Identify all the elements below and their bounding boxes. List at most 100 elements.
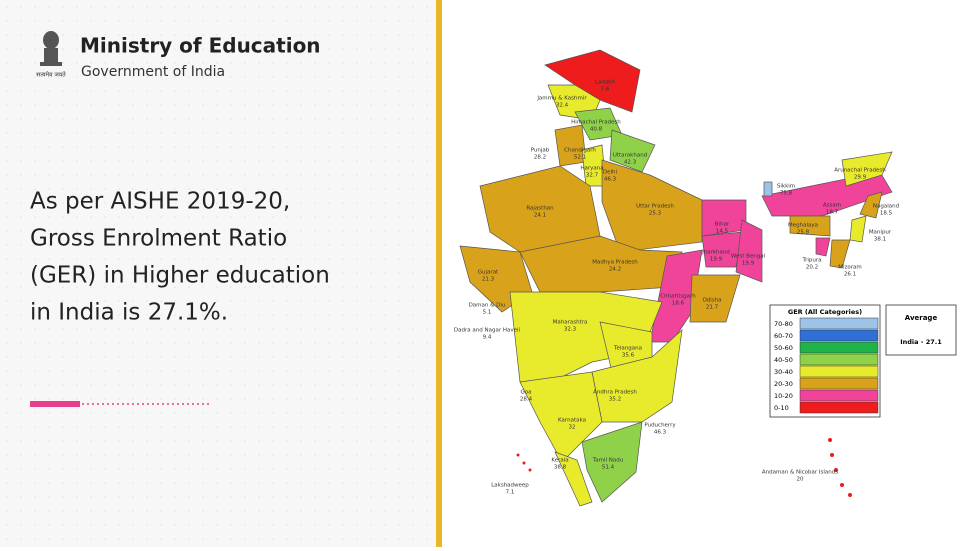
region bbox=[609, 129, 656, 173]
state-ger: 38.1 bbox=[874, 237, 886, 243]
region bbox=[601, 159, 703, 253]
region bbox=[554, 451, 593, 507]
region bbox=[815, 237, 831, 257]
state-ger: 38.8 bbox=[554, 465, 567, 471]
state-ger: 5.1 bbox=[483, 310, 492, 316]
islands bbox=[516, 438, 852, 497]
dot-texture bbox=[0, 0, 436, 547]
legend-label: 0-10 bbox=[774, 404, 789, 412]
legend-label: 70-80 bbox=[774, 320, 793, 328]
state-ger: 46.3 bbox=[654, 430, 667, 436]
state-ger: 51.4 bbox=[602, 465, 615, 471]
state-name: Jharkhand bbox=[701, 250, 730, 256]
state-name: Manipur bbox=[869, 230, 892, 236]
state-ger: 18.6 bbox=[672, 301, 685, 307]
state-name: Nagaland bbox=[873, 204, 899, 210]
legend-title: GER (All Categories) bbox=[788, 308, 862, 316]
state-name: Uttarakhand bbox=[613, 153, 647, 159]
state-ger: 7.6 bbox=[601, 87, 610, 93]
legend-swatch bbox=[799, 353, 879, 366]
region bbox=[701, 231, 743, 268]
statement-line: Gross Enrolment Ratio bbox=[30, 226, 287, 252]
average-value: India - 27.1 bbox=[900, 338, 942, 346]
state-name: Goa bbox=[521, 390, 532, 396]
state-name: Tripura bbox=[802, 258, 822, 264]
state-ger: 26.1 bbox=[844, 272, 856, 278]
state-ger: 20.2 bbox=[806, 265, 818, 271]
average-box bbox=[885, 304, 957, 356]
region bbox=[849, 215, 867, 243]
statement: As per AISHE 2019-20, Gross Enrolment Rat… bbox=[30, 189, 330, 326]
header-subtitle: Government of India bbox=[81, 64, 225, 80]
legend-label: 40-50 bbox=[774, 356, 793, 364]
state-name: Himachal Pradesh bbox=[571, 120, 621, 126]
state-name: Karnataka bbox=[558, 418, 586, 424]
state-name: Odisha bbox=[702, 298, 721, 304]
legend-label: 60-70 bbox=[774, 332, 793, 340]
state-ger: 24.2 bbox=[609, 267, 621, 273]
legend-swatch bbox=[799, 317, 879, 330]
legend-swatch bbox=[799, 341, 879, 354]
state-name: Assam bbox=[823, 203, 841, 209]
state-name: Haryana bbox=[580, 166, 603, 172]
state-name: Andhra Pradesh bbox=[593, 390, 637, 396]
state-ger: 35.2 bbox=[609, 397, 621, 403]
legend-swatch bbox=[799, 401, 879, 414]
state-name: Jammu & Kashmir bbox=[536, 96, 587, 102]
state-name: Puducherry bbox=[644, 423, 676, 429]
legend-swatch bbox=[799, 389, 879, 402]
state-ger: 40.8 bbox=[590, 127, 603, 133]
india-map bbox=[459, 49, 893, 507]
state-name: Telangana bbox=[613, 346, 642, 352]
region bbox=[859, 191, 883, 219]
statement-line: As per AISHE 2019-20, bbox=[30, 189, 290, 215]
state-ger: 18.7 bbox=[826, 210, 839, 216]
state-name: Gujarat bbox=[478, 270, 499, 276]
region bbox=[581, 421, 643, 503]
state-name: Tamil Nadu bbox=[592, 458, 623, 464]
state-ger: 28.4 bbox=[520, 397, 533, 403]
state-name: Daman & Diu bbox=[469, 303, 506, 309]
state-ger: 29.9 bbox=[854, 175, 867, 181]
state-ger: 19.9 bbox=[742, 261, 755, 267]
region bbox=[789, 215, 831, 237]
state-ger: 42.3 bbox=[624, 160, 637, 166]
legend-label: 50-60 bbox=[774, 344, 793, 352]
state-name: Lakshadweep bbox=[491, 483, 529, 489]
state-name: Rajasthan bbox=[526, 206, 554, 212]
emblem-caption: सत्यमेव जयते bbox=[36, 71, 66, 79]
statement-line: (GER) in Higher education bbox=[30, 263, 330, 289]
state-ger: 19.9 bbox=[710, 257, 723, 263]
region bbox=[763, 181, 773, 197]
state-ger: 18.5 bbox=[880, 211, 893, 217]
state-ger: 24.1 bbox=[534, 213, 546, 219]
state-name: Bihar bbox=[715, 222, 730, 228]
state-name: Punjab bbox=[531, 148, 550, 154]
header-title: Ministry of Education bbox=[80, 34, 321, 58]
state-ger: 32 bbox=[569, 425, 576, 431]
state-ger: 75.8 bbox=[780, 191, 793, 197]
legend-label: 20-30 bbox=[774, 380, 793, 388]
state-ger: 32.4 bbox=[556, 103, 569, 109]
state-name: Maharashtra bbox=[553, 320, 588, 326]
state-ger: 21.7 bbox=[706, 305, 719, 311]
state-ger: 35.6 bbox=[622, 353, 635, 359]
divider bbox=[436, 0, 442, 547]
state-name: Kerala bbox=[551, 458, 568, 464]
legend-swatch bbox=[799, 377, 879, 390]
average-title: Average bbox=[905, 314, 938, 322]
state-name: West Bengal bbox=[731, 254, 766, 260]
region bbox=[841, 151, 893, 187]
state-ger: 25.3 bbox=[649, 211, 662, 217]
legend: 70-80 60-70 50-60 40-50 30-40 20-30 10-20 0-10 bbox=[774, 317, 879, 414]
state-ger: 28.2 bbox=[534, 155, 546, 161]
state-ger: 32.7 bbox=[586, 173, 599, 179]
emblem bbox=[40, 31, 62, 66]
state-name: Dadra and Nagar Haveli bbox=[454, 328, 521, 334]
state-ger: 46.3 bbox=[604, 177, 617, 183]
state-name: Sikkim bbox=[777, 184, 795, 190]
state-ger: 7.1 bbox=[506, 490, 515, 496]
